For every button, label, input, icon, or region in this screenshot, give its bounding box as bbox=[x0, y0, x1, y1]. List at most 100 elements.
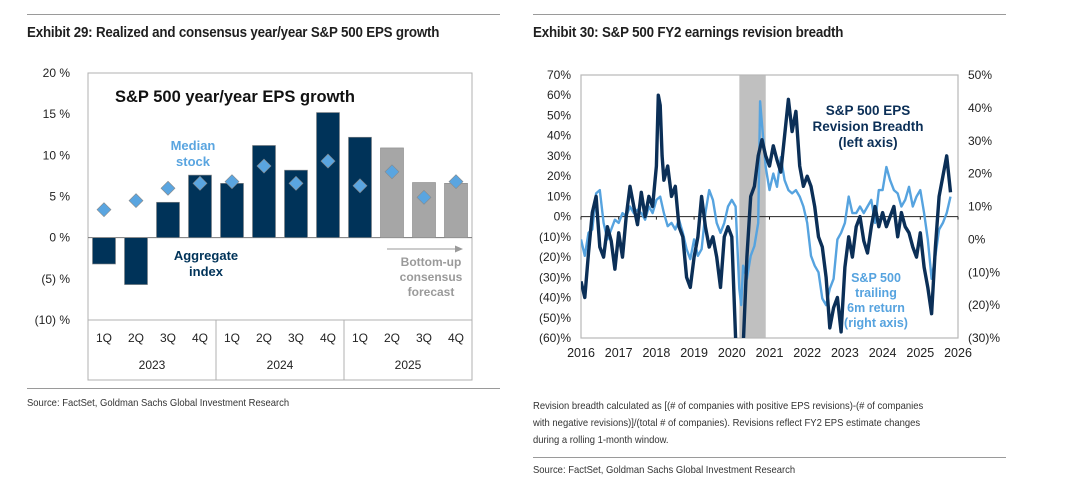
median-diamond-5 bbox=[224, 174, 240, 190]
quarter-label: 3Q bbox=[416, 331, 432, 345]
median-diamond-3 bbox=[160, 180, 176, 196]
x-tick-label: 2024 bbox=[869, 346, 897, 360]
y-tick-label: 15 % bbox=[43, 107, 71, 121]
x-tick-label: 2025 bbox=[906, 346, 934, 360]
chart-title: S&P 500 year/year EPS growth bbox=[115, 88, 355, 106]
quarter-label: 1Q bbox=[224, 331, 240, 345]
year-label: 2025 bbox=[395, 358, 422, 372]
left-y-tick-label: 0% bbox=[554, 210, 572, 224]
bar-3 bbox=[156, 201, 180, 238]
revision-breadth-label-3: (left axis) bbox=[838, 135, 897, 150]
quarter-label: 2Q bbox=[256, 331, 272, 345]
right-y-tick-label: 10% bbox=[968, 200, 992, 214]
right-source-rule bbox=[533, 457, 1006, 458]
left-source-rule bbox=[27, 388, 500, 389]
year-label: 2023 bbox=[139, 358, 166, 372]
quarter-label: 4Q bbox=[448, 331, 464, 345]
quarter-label: 4Q bbox=[320, 331, 336, 345]
revision-breadth-chart: 2016 2017 2018 2019 2020 2021 2022 2023 2024 2025… bbox=[539, 68, 1000, 360]
left-y-tick-label: (30)% bbox=[539, 270, 571, 284]
quarter-label: 1Q bbox=[352, 331, 368, 345]
x-tick-label: 2016 bbox=[567, 346, 595, 360]
right-source: Source: FactSet, Goldman Sachs Global In… bbox=[533, 464, 796, 476]
median-diamond-10 bbox=[384, 164, 400, 180]
right-y-tick-label: 30% bbox=[968, 134, 992, 148]
left-y-tick-label: 40% bbox=[547, 129, 571, 143]
left-y-tick-label: 10% bbox=[547, 189, 571, 203]
right-y-tick-label: 40% bbox=[968, 101, 992, 115]
right-y-tick-label: 0% bbox=[968, 232, 986, 246]
right-footnote-line-2: with negative revisions)]/(total # of co… bbox=[533, 417, 921, 429]
left-y-tick-label: (10)% bbox=[539, 230, 571, 244]
left-y-tick-label: 50% bbox=[547, 108, 571, 122]
quarter-label: 1Q bbox=[96, 331, 112, 345]
median-label-2: stock bbox=[176, 154, 211, 169]
revision-breadth-label-1: S&P 500 EPS bbox=[826, 103, 911, 118]
left-y-tick-label: 30% bbox=[547, 149, 571, 163]
bar-5 bbox=[220, 183, 244, 238]
aggregate-label-2: index bbox=[189, 264, 224, 279]
x-tick-label: 2017 bbox=[605, 346, 633, 360]
right-y-tick-label: (10)% bbox=[968, 265, 1000, 279]
bar-7 bbox=[284, 169, 308, 238]
quarter-label: 2Q bbox=[384, 331, 400, 345]
median-diamond-6 bbox=[256, 158, 272, 174]
trailing-return-label-4: (right axis) bbox=[844, 316, 908, 330]
right-footnote-line-3: during a rolling 1-month window. bbox=[533, 434, 669, 446]
bar-4 bbox=[188, 174, 212, 238]
right-y-tick-label: (20)% bbox=[968, 298, 1000, 312]
x-tick-label: 2020 bbox=[718, 346, 746, 360]
series-group bbox=[581, 93, 953, 338]
y-tick-label: 5 % bbox=[49, 190, 70, 204]
right-y-tick-label: 20% bbox=[968, 167, 992, 181]
plot-frame bbox=[580, 74, 959, 339]
right-y-tick-label: (30)% bbox=[968, 331, 1000, 345]
y-tick-label: 10 % bbox=[43, 148, 71, 162]
left-y-tick-label: (40)% bbox=[539, 291, 571, 305]
bar-6 bbox=[252, 145, 276, 238]
eps-growth-chart: 2023 2024 2025 20 % 15 % 10 % 5 % 0 % (5) % (10) … bbox=[35, 66, 473, 381]
median-diamond-2 bbox=[128, 193, 144, 209]
revision-breadth-line bbox=[581, 93, 953, 338]
median-diamond-8 bbox=[320, 153, 336, 169]
bar-8 bbox=[316, 112, 340, 238]
left-y-tick-label: (60)% bbox=[539, 331, 571, 345]
median-diamond-11 bbox=[416, 189, 432, 205]
x-tick-label: 2021 bbox=[756, 346, 784, 360]
left-source: Source: FactSet, Goldman Sachs Global In… bbox=[27, 397, 290, 409]
median-diamond-7 bbox=[288, 175, 304, 191]
bar-10 bbox=[380, 147, 404, 238]
y-tick-label: (5) % bbox=[41, 272, 70, 286]
median-diamond-9 bbox=[352, 178, 368, 194]
right-y-tick-label: 50% bbox=[968, 68, 992, 82]
left-y-tick-label: (20)% bbox=[539, 250, 571, 264]
x-tick-label: 2023 bbox=[831, 346, 859, 360]
x-tick-label: 2018 bbox=[642, 346, 670, 360]
right-top-rule bbox=[533, 14, 1006, 15]
trailing-return-label-1: S&P 500 bbox=[851, 271, 901, 285]
left-exhibit-title: Exhibit 29: Realized and consensus year/… bbox=[27, 25, 440, 41]
bar-12 bbox=[444, 183, 468, 238]
median-diamond-1 bbox=[96, 202, 112, 218]
year-label: 2024 bbox=[267, 358, 294, 372]
median-diamond-12 bbox=[448, 174, 464, 190]
plot-frame bbox=[87, 72, 473, 381]
left-top-rule bbox=[27, 14, 500, 15]
quarter-label: 3Q bbox=[160, 331, 176, 345]
aggregate-label-1: Aggregate bbox=[174, 248, 238, 263]
trailing-return-label-3: 6m return bbox=[847, 301, 905, 315]
quarter-label: 3Q bbox=[288, 331, 304, 345]
x-tick-label: 2019 bbox=[680, 346, 708, 360]
y-tick-label: 0 % bbox=[49, 231, 70, 245]
trailing-return-label-2: trailing bbox=[855, 286, 897, 300]
bar-2 bbox=[124, 237, 148, 285]
right-exhibit-title: Exhibit 30: S&P 500 FY2 earnings revisio… bbox=[533, 25, 844, 41]
x-tick-label: 2022 bbox=[793, 346, 821, 360]
y-tick-label: 20 % bbox=[43, 66, 71, 80]
left-y-tick-label: 20% bbox=[547, 169, 571, 183]
median-label-1: Median bbox=[171, 138, 216, 153]
median-diamond-4 bbox=[192, 175, 208, 191]
forecast-arrow-head bbox=[455, 245, 463, 253]
y-tick-label: (10) % bbox=[35, 313, 71, 327]
left-y-tick-label: 70% bbox=[547, 68, 571, 82]
